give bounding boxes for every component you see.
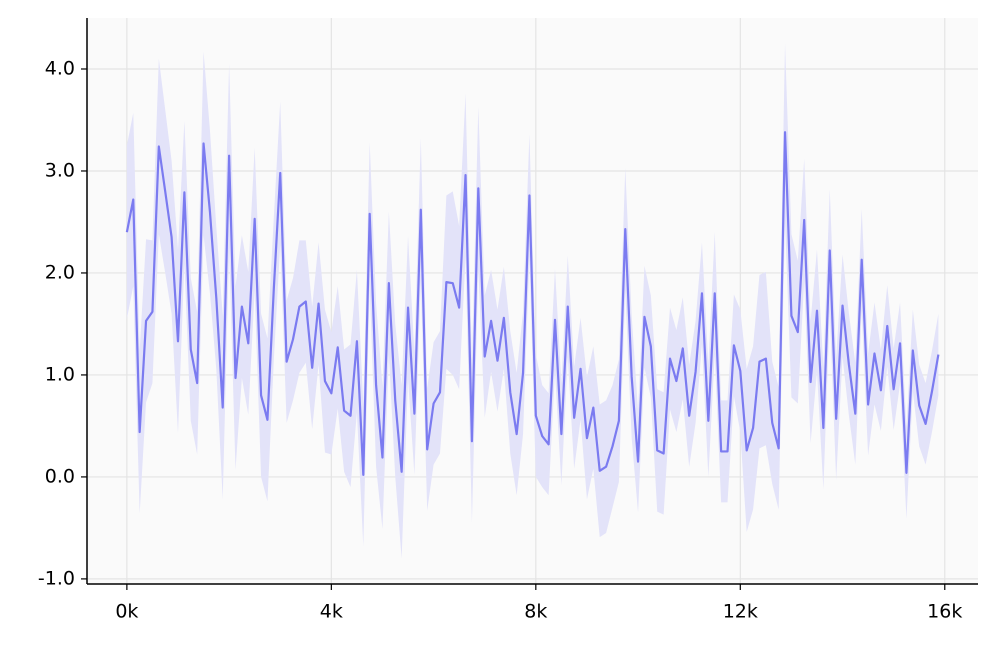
line: [125, 131, 940, 476]
x-tick-label: 4k: [320, 601, 343, 623]
y-tick-label: 1.0: [45, 363, 75, 385]
y-tick-label: 0.0: [45, 465, 75, 487]
y-tick-label: 4.0: [45, 57, 75, 79]
x-tick-label: 8k: [524, 601, 547, 623]
y-tick-label: -1.0: [38, 567, 75, 589]
x-tick-label: 0k: [115, 601, 138, 623]
y-tick-label: 3.0: [45, 159, 75, 181]
x-tick-label: 16k: [927, 601, 962, 623]
x-tick-label: 12k: [723, 601, 758, 623]
y-tick-label: 2.0: [45, 261, 75, 283]
